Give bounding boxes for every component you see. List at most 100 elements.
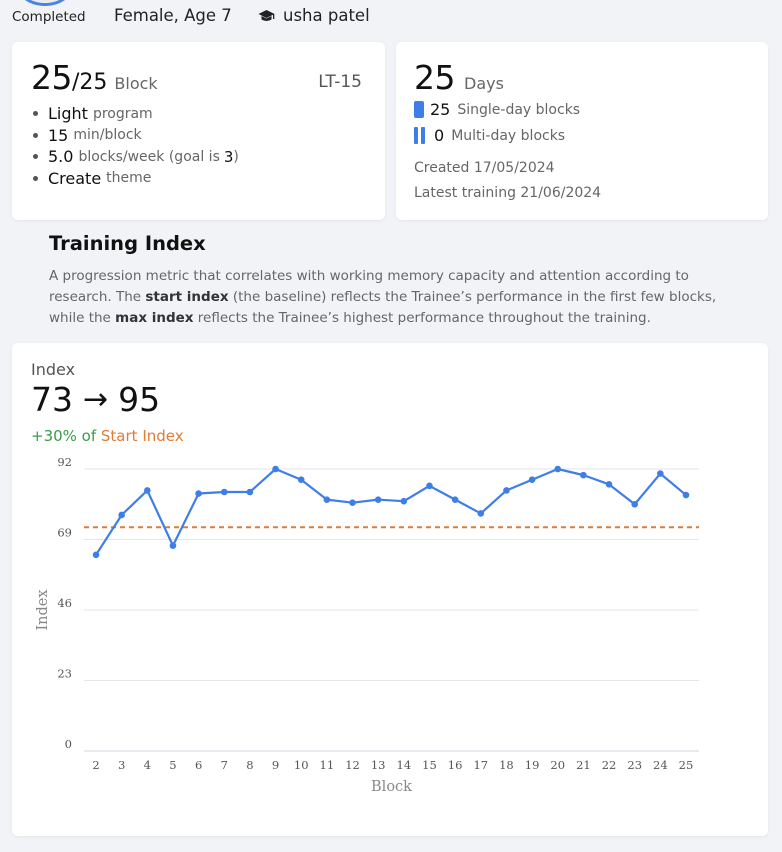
single-count: 25 [430, 100, 451, 119]
list-item: 15 min/block [33, 125, 239, 147]
desc-text: (the baseline) reflects the Trainee’s pe… [49, 289, 717, 326]
x-tick-label: 13 [371, 758, 386, 772]
desc-text: A progression metric that correlates wit… [49, 268, 689, 305]
data-point [246, 488, 254, 496]
data-point [682, 491, 690, 499]
max-index-value: 95 [118, 380, 161, 419]
x-tick-label: 14 [397, 758, 412, 772]
theme-value: Create [48, 168, 102, 188]
x-tick-label: 7 [221, 758, 228, 772]
desc-text: reflects the Trainee’s highest performan… [193, 310, 651, 326]
x-tick-label: 15 [422, 758, 437, 772]
list-item: Create theme [33, 168, 239, 190]
trainer: usha patel [258, 6, 370, 25]
data-point [220, 488, 228, 496]
desc-start-index: start index [145, 289, 229, 305]
x-tick-label: 23 [627, 758, 642, 772]
data-point [297, 476, 305, 484]
single-block-icon [414, 101, 424, 118]
data-point [323, 496, 331, 503]
graduation-cap-icon [258, 9, 275, 21]
y-tick-label: 92 [57, 455, 72, 469]
x-tick-label: 11 [320, 758, 335, 772]
frequency-value: 5.0 [48, 147, 74, 167]
y-tick-label: 69 [57, 526, 72, 540]
blocks-card: 25 /25 Block LT-15 Light program 15 min/… [12, 42, 385, 220]
y-axis-title: Index [35, 589, 51, 630]
data-point [272, 465, 279, 473]
data-point [605, 481, 613, 488]
data-point [451, 496, 459, 503]
training-index-card: Index 73 → 95 +30% of Start Index 0 23 46 6… [12, 343, 768, 836]
days-count: 25 [414, 58, 456, 97]
created-date: Created 17/05/2024 [414, 160, 555, 176]
x-tick-label: 25 [679, 758, 694, 772]
data-point [503, 487, 510, 494]
x-tick-label: 2 [92, 758, 99, 772]
data-point [169, 542, 177, 549]
blocks-summary: 25 /25 Block [31, 58, 158, 97]
frequency-label: blocks/week (goal is [78, 148, 220, 165]
multi-day-row: 0 Multi-day blocks [414, 126, 565, 145]
x-tick-label: 6 [195, 758, 202, 772]
data-point [400, 497, 408, 505]
days-summary: 25 Days [414, 58, 504, 97]
status-label: Completed [12, 9, 86, 25]
days-card: 25 Days 25 Single-day blocks 0 Multi-day… [396, 42, 768, 220]
program-details: Light program 15 min/block 5.0 blocks/we… [33, 103, 239, 189]
x-tick-label: 5 [169, 758, 176, 772]
days-unit: Days [464, 74, 504, 93]
blocks-unit: Block [114, 74, 158, 93]
trainer-name: usha patel [283, 6, 370, 25]
desc-max-index: max index [115, 310, 194, 326]
index-change: +30% of Start Index [31, 427, 184, 445]
theme-label: theme [106, 170, 152, 187]
x-tick-label: 24 [653, 758, 668, 772]
arrow-icon: → [83, 382, 109, 417]
data-point [528, 476, 536, 484]
y-tick-label: 0 [65, 737, 72, 751]
x-tick-label: 20 [550, 758, 565, 772]
latest-training-date: Latest training 21/06/2024 [414, 185, 602, 201]
blocks-done: 25 [31, 58, 73, 97]
data-point [92, 551, 100, 559]
start-index-value: 73 [31, 380, 73, 419]
x-tick-label: 8 [246, 758, 253, 772]
data-point [118, 511, 125, 519]
data-point [554, 465, 562, 473]
data-point [349, 499, 356, 507]
profile-header: Completed Female, Age 7 usha patel [0, 0, 782, 34]
list-item: 5.0 blocks/week (goal is 3 ) [33, 146, 239, 168]
data-point [580, 471, 587, 479]
program-label: program [92, 105, 153, 122]
x-tick-label: 22 [602, 758, 617, 772]
section-description: A progression metric that correlates wit… [49, 266, 739, 329]
y-tick-label: 46 [57, 596, 72, 610]
x-tick-label: 9 [272, 758, 279, 772]
program-value: Light [48, 104, 88, 124]
avatar[interactable] [14, 0, 76, 6]
multi-count: 0 [434, 126, 445, 145]
license-code: LT-15 [318, 72, 362, 92]
x-tick-label: 4 [144, 758, 151, 772]
list-item: Light program [33, 103, 239, 125]
index-label: Index [31, 360, 76, 379]
duration-value: 15 [48, 125, 69, 145]
blocks-total: /25 [72, 70, 108, 95]
demographics: Female, Age 7 [114, 6, 232, 25]
index-range: 73 → 95 [31, 380, 160, 419]
x-tick-label: 12 [345, 758, 360, 772]
x-tick-label: 21 [576, 758, 591, 772]
x-tick-label: 3 [118, 758, 125, 772]
goal-suffix: ) [233, 148, 239, 165]
section-title: Training Index [49, 232, 206, 255]
multi-label: Multi-day blocks [451, 127, 566, 144]
x-tick-label: 18 [499, 758, 514, 772]
x-axis-title: Block [371, 779, 412, 795]
x-tick-label: 17 [473, 758, 488, 772]
change-reference: Start Index [100, 427, 184, 445]
data-point [631, 500, 638, 508]
duration-label: min/block [73, 127, 142, 144]
single-label: Single-day blocks [457, 101, 581, 118]
